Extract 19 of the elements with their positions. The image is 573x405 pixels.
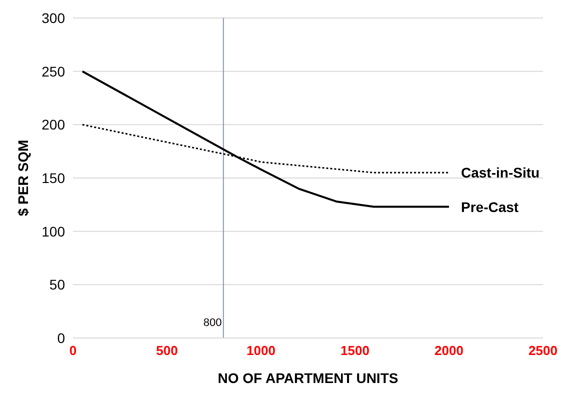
y-tick-label: 50: [49, 276, 66, 293]
series-label: Cast-in-Situ: [461, 164, 540, 181]
y-tick-label: 150: [42, 170, 66, 186]
x-tick-label: 2500: [528, 343, 558, 358]
x-tick-label: 0: [69, 343, 77, 358]
x-tick-label: 1500: [340, 343, 370, 358]
x-tick-label: 500: [156, 343, 178, 358]
y-tick-label: 0: [57, 330, 66, 346]
y-tick-label: 250: [42, 63, 66, 80]
x-axis-title: NO OF APARTMENT UNITS: [218, 370, 398, 386]
line-series: [81, 70, 450, 208]
x-tick-label: 1000: [246, 343, 276, 358]
y-tick-label: 200: [42, 116, 66, 133]
y-tick-label: 100: [42, 223, 66, 240]
ref-line-label: 800: [203, 317, 222, 329]
y-axis-title: $ PER SQM: [14, 140, 31, 216]
series-label: Pre-Cast: [461, 198, 519, 215]
x-tick-label: 2000: [434, 343, 464, 358]
y-tick-label: 300: [42, 10, 66, 26]
